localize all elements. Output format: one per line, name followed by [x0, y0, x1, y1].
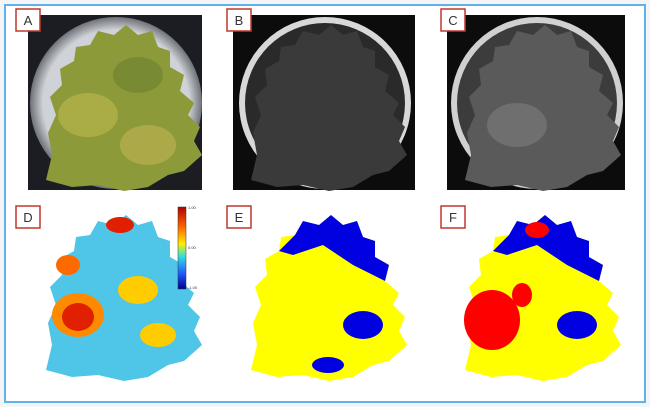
panel-label: C [448, 13, 457, 28]
panel-c [447, 15, 625, 191]
colorbar-label: -1.00 [188, 285, 198, 290]
colorbar-label: 1.00 [188, 205, 197, 210]
panel-label: E [235, 210, 244, 225]
panel-f [447, 205, 625, 390]
colorbar-labels: 1.00 0.00 -1.00 [188, 205, 198, 290]
panel-d [28, 205, 202, 390]
panel-label: A [24, 13, 33, 28]
panel-label-box [440, 8, 466, 32]
panel-b [233, 15, 415, 191]
panel-label: B [235, 13, 244, 28]
panel-label-box [440, 205, 466, 229]
panel-e [233, 205, 415, 390]
panel-label-box [15, 8, 41, 32]
panel-label: F [449, 210, 457, 225]
panel-labels: A B C D E F [15, 8, 466, 229]
panel-label: D [23, 210, 32, 225]
panel-a [28, 15, 202, 191]
colorbar-label: 0.00 [188, 245, 197, 250]
panel-label-box [226, 205, 252, 229]
panel-label-box [15, 205, 41, 229]
panel-label-box [226, 8, 252, 32]
